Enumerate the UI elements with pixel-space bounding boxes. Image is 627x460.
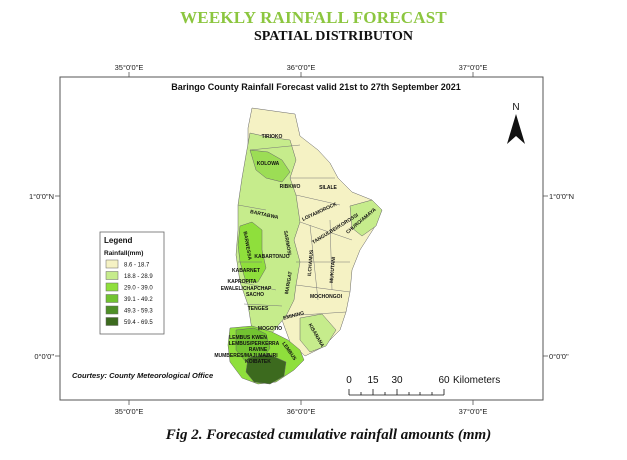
coord-top-37: 37°0'0"E: [459, 63, 488, 72]
coord-left-0: 0°0'0": [34, 352, 54, 361]
ward-label: SARIMOSI: [282, 230, 292, 256]
ward-label: KOIBATEK: [245, 359, 271, 365]
coord-bottom-36: 36°0'0"E: [287, 407, 316, 416]
legend-title: Legend: [104, 236, 133, 245]
legend-label: 59.4 - 69.5: [124, 320, 153, 326]
region-south-mid: [235, 327, 271, 363]
legend-swatch: [105, 317, 119, 326]
legend-label: 49.3 - 59.3: [124, 309, 153, 315]
ward-label: MUMBERES/MAJI MAZURI: [214, 353, 278, 359]
coord-bottom-35: 35°0'0"E: [115, 407, 144, 416]
legend-label: 39.1 - 49.2: [124, 297, 153, 303]
ward-label: RIBKWO: [280, 184, 301, 190]
ward-label: LEMBUS/PERKERRA: [229, 341, 280, 347]
coord-top-35: 35°0'0"E: [115, 63, 144, 72]
region-barwessa: [237, 221, 267, 283]
page-subtitle: SPATIAL DISTRIBUTON: [253, 29, 414, 44]
ward-boundaries: [237, 144, 353, 317]
ward-label: EWALEL/CHAPCHAP: [221, 286, 272, 292]
legend-swatch: [105, 271, 119, 280]
page-title: WEEKLY RAINFALL FORECAST: [180, 8, 447, 27]
ward-label: LEMBUS KWEN: [229, 335, 267, 341]
county-regions: [227, 107, 383, 385]
north-label: N: [512, 102, 519, 113]
coord-right-0: 0°0'0": [549, 352, 569, 361]
map-legend: Legend Rainfall(mm) 8.6 - 18.7 18.8 - 28.…: [99, 231, 165, 335]
north-arrow: N: [507, 102, 525, 144]
legend-swatch: [105, 294, 119, 303]
ward-label: BARWESSA: [242, 231, 253, 261]
scale-unit: Kilometers: [453, 375, 500, 386]
ward-label: SILALE: [319, 185, 337, 191]
ward-label: EMINING: [283, 310, 305, 321]
scale-tick-30: 30: [391, 375, 403, 386]
ward-label: TIRIOKO: [262, 134, 283, 140]
map-title: Baringo County Rainfall Forecast valid 2…: [171, 82, 461, 92]
ward-label: KABARNET: [232, 268, 260, 274]
legend-swatch: [105, 259, 119, 269]
region-churo: [349, 199, 383, 237]
ward-label: BARTABWA: [250, 209, 280, 221]
region-koibatek: [245, 353, 287, 385]
ward-label: ILCHAMUS: [307, 249, 315, 276]
legend-label: 8.6 - 18.7: [124, 263, 150, 269]
region-kisanana: [299, 313, 337, 353]
region-kolowa: [249, 149, 291, 183]
scale-tick-15: 15: [367, 375, 379, 386]
coord-bottom-37: 37°0'0"E: [459, 407, 488, 416]
scale-tick-60: 60: [438, 375, 450, 386]
ward-label: SACHO: [246, 292, 264, 298]
figure-caption: Fig 2. Forecasted cumulative rainfall am…: [165, 427, 492, 443]
legend-swatch: [105, 282, 119, 292]
ward-label: KABARTONJO: [254, 254, 289, 260]
legend-subtitle: Rainfall(mm): [104, 250, 143, 257]
legend-label: 18.8 - 28.9: [124, 274, 153, 280]
coord-left-1n: 1°0'0"N: [29, 192, 54, 201]
ward-label: TENGES: [248, 306, 269, 312]
coord-top-36: 36°0'0"E: [287, 63, 316, 72]
ward-label: KAPROPITA: [227, 279, 256, 285]
legend-label: 29.0 - 39.0: [124, 286, 153, 292]
ward-label: RAVINE: [249, 347, 268, 353]
ward-label: MARIGAT: [284, 271, 294, 295]
graticule-ticks: [55, 72, 548, 405]
legend-swatch: [105, 305, 119, 315]
ward-label: MUKUTANI: [329, 256, 337, 283]
courtesy-note: Courtesy: County Meteorological Office: [72, 371, 213, 380]
ward-label: KOLOWA: [257, 161, 280, 167]
coord-right-1n: 1°0'0"N: [549, 192, 574, 201]
scale-bar: 0 15 30 60 Kilometers: [346, 375, 500, 396]
ward-label: MOCHONGOI: [310, 294, 343, 300]
ward-label: MOGOTIO: [258, 326, 282, 332]
scale-tick-0: 0: [346, 375, 352, 386]
